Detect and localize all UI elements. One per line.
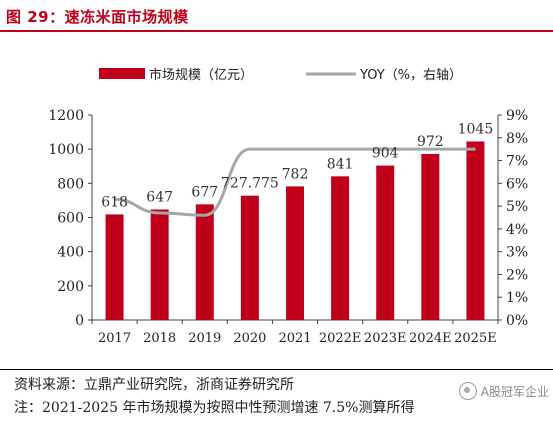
- left-tick-label: 800: [57, 176, 84, 192]
- right-tick-label: 0%: [506, 313, 528, 329]
- bar-value-label: 647: [146, 189, 173, 205]
- bar-value-label: 782: [282, 166, 309, 182]
- bar-2023E: [376, 165, 395, 320]
- x-tick-label: 2017: [98, 331, 131, 346]
- right-tick-label: 8%: [506, 131, 528, 147]
- bar-value-label: 677: [191, 184, 218, 200]
- left-tick-label: 600: [57, 211, 84, 227]
- x-tick-label: 2023E: [364, 331, 407, 346]
- right-tick-label: 1%: [506, 290, 528, 306]
- x-tick-label: 2019: [188, 331, 221, 346]
- bar-2024E: [421, 153, 440, 320]
- right-tick-label: 4%: [506, 222, 528, 238]
- x-tick-label: 2022E: [319, 331, 362, 346]
- source-rule: [0, 369, 553, 370]
- bar-2022E: [331, 176, 350, 320]
- left-tick-label: 1200: [48, 108, 84, 124]
- bar-value-label: 618: [101, 194, 128, 210]
- bar-2020: [240, 195, 259, 320]
- legend-swatch-market-size: [99, 68, 145, 79]
- x-tick-label: 2018: [143, 331, 176, 346]
- x-tick-label: 2024E: [409, 331, 452, 346]
- right-tick-label: 6%: [506, 176, 528, 192]
- bar-2021: [286, 186, 304, 320]
- bar-value-label: 972: [417, 134, 444, 150]
- watermark-text: A股冠军企业: [480, 384, 549, 399]
- x-tick-label: 2025E: [454, 331, 497, 346]
- legend-label-market-size: 市场规模（亿元）: [149, 67, 253, 83]
- bar-value-label: 727.775: [221, 176, 279, 192]
- right-tick-label: 3%: [506, 245, 528, 261]
- left-tick-label: 400: [57, 245, 84, 261]
- right-tick-label: 5%: [506, 199, 528, 215]
- left-tick-label: 1000: [48, 142, 84, 158]
- bar-value-label: 904: [372, 146, 399, 162]
- bar-2018: [150, 209, 169, 320]
- legend-label-yoy: YOY（%，右轴）: [359, 68, 462, 83]
- yoy-line: [114, 147, 476, 217]
- bar-value-label: 1045: [458, 121, 494, 137]
- bar-2019: [195, 204, 214, 320]
- market-size-chart: 市场规模（亿元） YOY（%，右轴） 0 200 400 600 800 1000 1200 0%…: [48, 67, 528, 346]
- note-text: 注：2021-2025 年市场规模为按照中性预测增速 7.5%测算所得: [14, 400, 415, 416]
- x-tick-label: 2020: [233, 331, 266, 346]
- left-tick-label: 200: [57, 279, 84, 295]
- left-tick-label: 0: [75, 313, 84, 329]
- bar-value-label: 841: [327, 156, 354, 172]
- right-tick-label: 2%: [506, 267, 528, 283]
- x-tick-label: 2021: [278, 331, 311, 346]
- bar-2025E: [466, 141, 485, 320]
- source-text: 资料来源：立鼎产业研究院，浙商证券研究所: [14, 377, 294, 393]
- right-tick-label: 9%: [506, 108, 528, 124]
- bar-2017: [105, 214, 124, 320]
- figure-title: 图 29：速冻米面市场规模: [6, 8, 189, 26]
- wechat-icon: [458, 382, 477, 400]
- title-rule: [0, 30, 553, 32]
- right-tick-label: 7%: [506, 154, 528, 170]
- watermark: A股冠军企业: [458, 382, 549, 400]
